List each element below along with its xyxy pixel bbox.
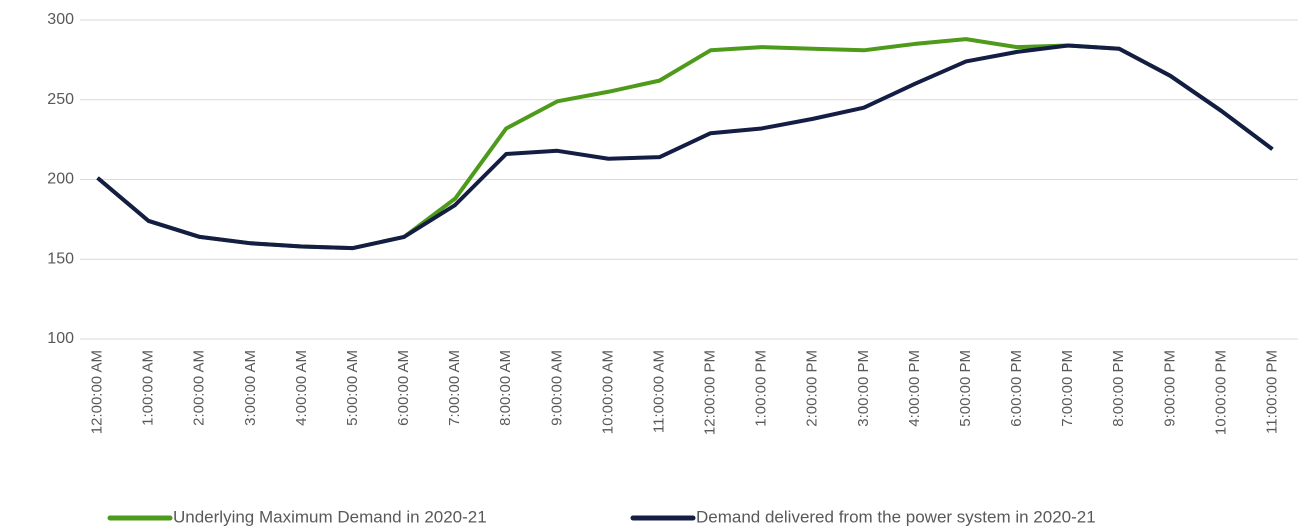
x-tick-label: 4:00:00 PM	[906, 350, 923, 427]
x-tick-label: 4:00:00 AM	[293, 350, 310, 426]
x-tick-label: 10:00:00 AM	[599, 350, 616, 434]
x-tick-label: 1:00:00 PM	[753, 350, 770, 427]
y-tick-label: 200	[47, 171, 74, 188]
y-tick-label: 250	[47, 91, 74, 108]
x-tick-label: 11:00:00 PM	[1263, 350, 1280, 434]
x-tick-label: 7:00:00 PM	[1059, 350, 1076, 427]
x-tick-label: 10:00:00 PM	[1212, 350, 1229, 435]
x-tick-label: 5:00:00 PM	[957, 350, 974, 427]
x-tick-label: 12:00:00 PM	[702, 350, 719, 435]
y-tick-label: 150	[47, 250, 74, 267]
series-line	[96, 43, 1274, 251]
x-tick-label: 9:00:00 PM	[1161, 350, 1178, 427]
x-tick-label: 2:00:00 AM	[191, 350, 208, 426]
x-tick-label: 6:00:00 PM	[1008, 350, 1025, 427]
legend-label: Underlying Maximum Demand in 2020-21	[173, 507, 487, 526]
x-tick-label: 5:00:00 AM	[344, 350, 361, 426]
x-tick-label: 12:00:00 AM	[89, 350, 106, 434]
x-tick-label: 6:00:00 AM	[395, 350, 412, 426]
x-tick-label: 9:00:00 AM	[548, 350, 565, 426]
y-tick-label: 100	[47, 330, 74, 347]
x-tick-label: 1:00:00 AM	[140, 350, 157, 426]
legend-label: Demand delivered from the power system i…	[696, 507, 1096, 526]
x-tick-label: 3:00:00 AM	[242, 350, 259, 426]
x-tick-label: 3:00:00 PM	[855, 350, 872, 427]
x-tick-label: 8:00:00 AM	[497, 350, 514, 426]
y-tick-label: 300	[47, 11, 74, 28]
x-tick-label: 7:00:00 AM	[446, 350, 463, 426]
x-tick-label: 2:00:00 PM	[804, 350, 821, 427]
x-tick-label: 11:00:00 AM	[650, 350, 667, 433]
x-tick-label: 8:00:00 PM	[1110, 350, 1127, 427]
